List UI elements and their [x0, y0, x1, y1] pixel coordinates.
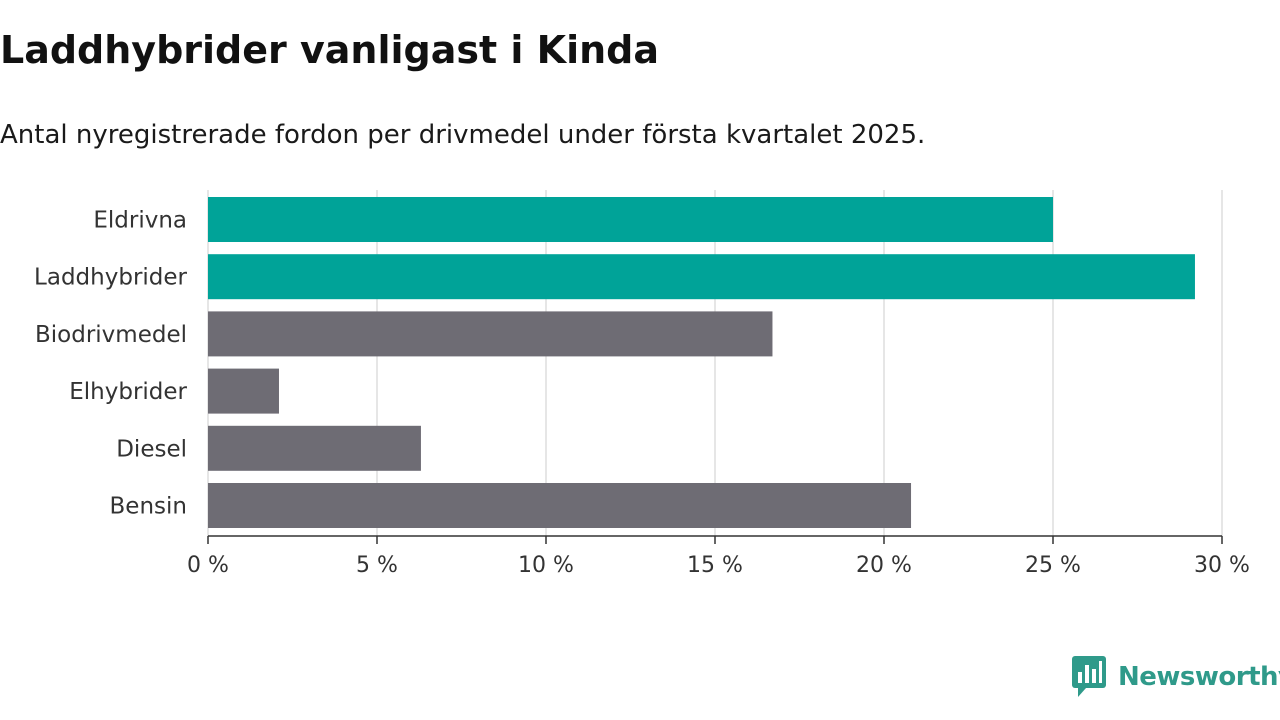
bar-diesel — [208, 425, 421, 471]
x-tick-label: 20 % — [856, 553, 912, 578]
x-tick-label: 25 % — [1025, 553, 1081, 578]
x-tick-label: 15 % — [687, 553, 743, 578]
bar-elhybrider — [208, 368, 279, 414]
x-tick-label: 30 % — [1194, 553, 1250, 578]
category-label: Elhybrider — [69, 379, 187, 405]
x-tick-label: 0 % — [187, 553, 229, 578]
newsworthy-logo-icon — [1072, 656, 1106, 697]
category-label: Biodrivmedel — [35, 322, 187, 348]
bar-biodrivmedel — [208, 311, 773, 357]
bars — [208, 197, 1195, 528]
category-label: Bensin — [110, 494, 187, 520]
brand-name: Newsworthy — [1118, 662, 1280, 692]
x-tick-label: 5 % — [356, 553, 398, 578]
gridlines — [207, 190, 1223, 536]
brand-logo: Newsworthy — [1072, 655, 1280, 699]
bar-bensin — [208, 483, 912, 528]
category-label: Laddhybrider — [34, 265, 187, 291]
category-labels: Eldrivna Laddhybrider Biodrivmedel Elhybrid… — [34, 208, 187, 520]
x-axis: 0 % 5 % 10 % 15 % 20 % 25 % 30 % — [187, 535, 1250, 578]
chart-subtitle: Antal nyregistrerade fordon per drivmede… — [0, 120, 926, 150]
bar-eldrivna — [208, 197, 1053, 242]
category-label: Eldrivna — [93, 208, 187, 234]
bar-laddhybrider — [208, 254, 1195, 300]
chart-title: Laddhybrider vanligast i Kinda — [0, 28, 659, 72]
category-label: Diesel — [116, 436, 187, 462]
x-tick-label: 10 % — [518, 553, 574, 578]
